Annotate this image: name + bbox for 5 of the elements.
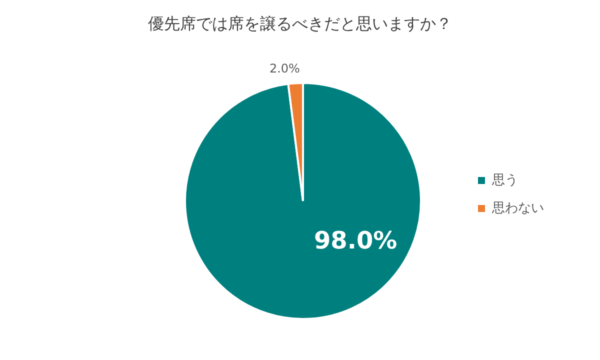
legend-label: 思う [492,172,518,189]
chart-title: 優先席では席を譲るべきだと思いますか？ [147,14,453,35]
legend-label: 思わない [492,200,544,217]
data-label: 2.0% [269,61,300,76]
data-label: 98.0% [314,226,398,254]
